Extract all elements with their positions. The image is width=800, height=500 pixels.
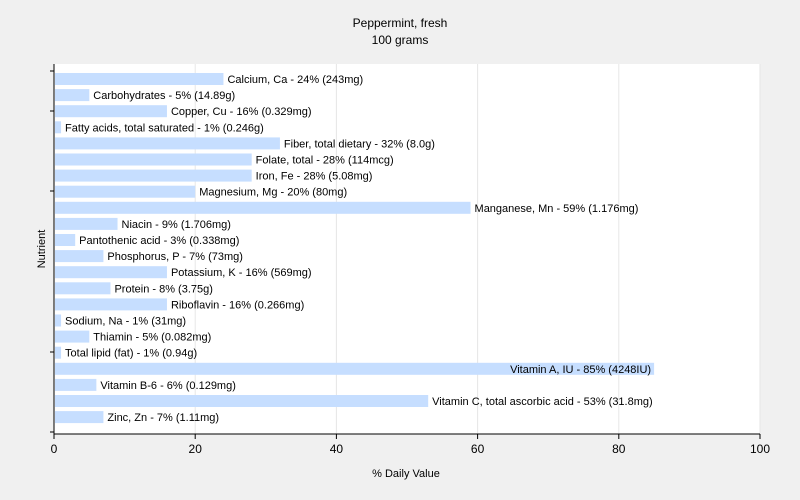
- x-tick-label: 40: [330, 442, 344, 456]
- x-tick-label: 60: [471, 442, 485, 456]
- bar-data-label: Zinc, Zn - 7% (1.11mg): [107, 412, 219, 424]
- bar-data-label: Potassium, K - 16% (569mg): [171, 267, 312, 279]
- bar-data-label: Total lipid (fat) - 1% (0.94g): [65, 348, 197, 360]
- bar-data-label: Pantothenic acid - 3% (0.338mg): [79, 235, 239, 247]
- bar-data-label: Sodium, Na - 1% (31mg): [65, 316, 186, 328]
- bar-data-label: Thiamin - 5% (0.082mg): [93, 332, 211, 344]
- bar-data-label: Iron, Fe - 28% (5.08mg): [256, 171, 373, 183]
- x-tick-label: 100: [750, 442, 770, 456]
- bar: [55, 217, 118, 230]
- bar-data-label: Protein - 8% (3.75g): [114, 283, 212, 295]
- bar: [55, 282, 111, 295]
- bar: [55, 89, 90, 102]
- plot-area: [54, 64, 760, 434]
- bar: [55, 73, 224, 85]
- bar: [55, 105, 167, 118]
- bar-data-label: Fiber, total dietary - 32% (8.0g): [284, 138, 435, 150]
- bar-data-label: Vitamin A, IU - 85% (4248IU): [510, 364, 651, 376]
- chart-title: Peppermint, fresh: [353, 16, 448, 30]
- bar: [55, 411, 104, 424]
- data-labels: Calcium, Ca - 24% (243mg) Carbohydrates -…: [65, 74, 653, 424]
- bar: [55, 266, 167, 279]
- bar: [55, 378, 97, 391]
- chart-subtitle: 100 grams: [372, 33, 429, 47]
- bar: [55, 362, 655, 375]
- bar: [55, 137, 280, 150]
- bar: [55, 153, 252, 166]
- bar: [55, 185, 196, 198]
- bar-data-label: Fatty acids, total saturated - 1% (0.246…: [65, 122, 264, 134]
- bar-data-label: Copper, Cu - 16% (0.329mg): [171, 106, 312, 118]
- bar: [55, 201, 471, 214]
- bar-data-label: Magnesium, Mg - 20% (80mg): [199, 187, 347, 199]
- bar-data-label: Niacin - 9% (1.706mg): [122, 219, 231, 231]
- x-tick-label: 0: [51, 442, 58, 456]
- bar-data-label: Folate, total - 28% (114mcg): [256, 155, 394, 167]
- bar: [55, 395, 429, 407]
- bar: [55, 169, 252, 182]
- bar: [55, 330, 90, 343]
- bar: [55, 346, 62, 359]
- bar: [55, 121, 62, 134]
- bar-data-label: Phosphorus, P - 7% (73mg): [107, 251, 243, 263]
- bar: [55, 250, 104, 263]
- x-tick-label: 80: [612, 442, 626, 456]
- bar-data-label: Riboflavin - 16% (0.266mg): [171, 299, 304, 311]
- bar-data-label: Vitamin B-6 - 6% (0.129mg): [100, 380, 236, 392]
- bar-data-label: Manganese, Mn - 59% (1.176mg): [475, 203, 639, 215]
- bar-data-label: Carbohydrates - 5% (14.89g): [93, 90, 235, 102]
- bars: [55, 73, 655, 424]
- bar: [55, 234, 76, 246]
- axes: 0 20 40 60 80 100: [50, 64, 770, 456]
- bar-data-label: Calcium, Ca - 24% (243mg): [227, 74, 363, 86]
- x-tick-label: 20: [189, 442, 203, 456]
- x-axis-title: % Daily Value: [372, 468, 440, 480]
- bar: [55, 298, 167, 311]
- y-axis-title: Nutrient: [36, 230, 48, 269]
- bar: [55, 314, 62, 327]
- bar-data-label: Vitamin C, total ascorbic acid - 53% (31…: [432, 396, 653, 408]
